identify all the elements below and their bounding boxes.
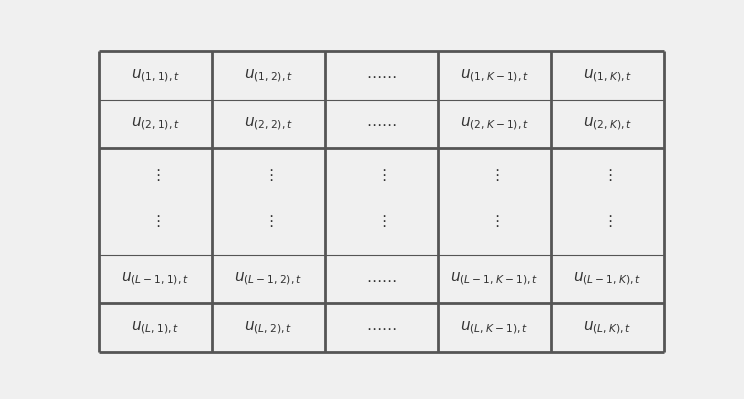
Text: $\vdots$: $\vdots$ — [263, 167, 274, 183]
Text: $\mathit{u}_{(L-1,2),t}$: $\mathit{u}_{(L-1,2),t}$ — [234, 271, 302, 288]
Text: $\vdots$: $\vdots$ — [150, 213, 161, 229]
Text: $\cdots\cdots$: $\cdots\cdots$ — [366, 68, 397, 83]
Text: $\mathit{u}_{(1,1),t}$: $\mathit{u}_{(1,1),t}$ — [131, 67, 180, 83]
Text: $\mathit{u}_{(L,K),t}$: $\mathit{u}_{(L,K),t}$ — [583, 320, 632, 336]
Text: $\mathit{u}_{(L-1,1),t}$: $\mathit{u}_{(L-1,1),t}$ — [121, 271, 189, 288]
Text: $\mathit{u}_{(2,1),t}$: $\mathit{u}_{(2,1),t}$ — [131, 115, 180, 132]
Text: $\mathit{u}_{(L-1,K-1),t}$: $\mathit{u}_{(L-1,K-1),t}$ — [450, 271, 539, 288]
Text: $\mathit{u}_{(L-1,K),t}$: $\mathit{u}_{(L-1,K),t}$ — [573, 271, 641, 288]
Text: $\mathit{u}_{(2,K-1),t}$: $\mathit{u}_{(2,K-1),t}$ — [460, 115, 529, 132]
Text: $\mathit{u}_{(L,K-1),t}$: $\mathit{u}_{(L,K-1),t}$ — [461, 320, 528, 336]
Text: $\vdots$: $\vdots$ — [602, 213, 612, 229]
Text: $\mathit{u}_{(2,2),t}$: $\mathit{u}_{(2,2),t}$ — [244, 115, 293, 132]
Text: $\vdots$: $\vdots$ — [489, 167, 499, 183]
Text: $\cdots\cdots$: $\cdots\cdots$ — [366, 320, 397, 335]
Text: $\vdots$: $\vdots$ — [602, 167, 612, 183]
Text: $\vdots$: $\vdots$ — [376, 167, 386, 183]
Text: $\mathit{u}_{(L,1),t}$: $\mathit{u}_{(L,1),t}$ — [131, 320, 179, 336]
Text: $\vdots$: $\vdots$ — [150, 167, 161, 183]
Text: $\vdots$: $\vdots$ — [263, 213, 274, 229]
Text: $\vdots$: $\vdots$ — [489, 213, 499, 229]
Text: $\mathit{u}_{(1,K),t}$: $\mathit{u}_{(1,K),t}$ — [583, 67, 632, 83]
Text: $\mathit{u}_{(1,K-1),t}$: $\mathit{u}_{(1,K-1),t}$ — [460, 67, 529, 83]
Text: $\cdots\cdots$: $\cdots\cdots$ — [366, 116, 397, 131]
Text: $\mathit{u}_{(2,K),t}$: $\mathit{u}_{(2,K),t}$ — [583, 115, 632, 132]
Text: $\mathit{u}_{(L,2),t}$: $\mathit{u}_{(L,2),t}$ — [244, 320, 292, 336]
Text: $\vdots$: $\vdots$ — [376, 213, 386, 229]
Text: $\mathit{u}_{(1,2),t}$: $\mathit{u}_{(1,2),t}$ — [244, 67, 293, 83]
Text: $\cdots\cdots$: $\cdots\cdots$ — [366, 272, 397, 287]
